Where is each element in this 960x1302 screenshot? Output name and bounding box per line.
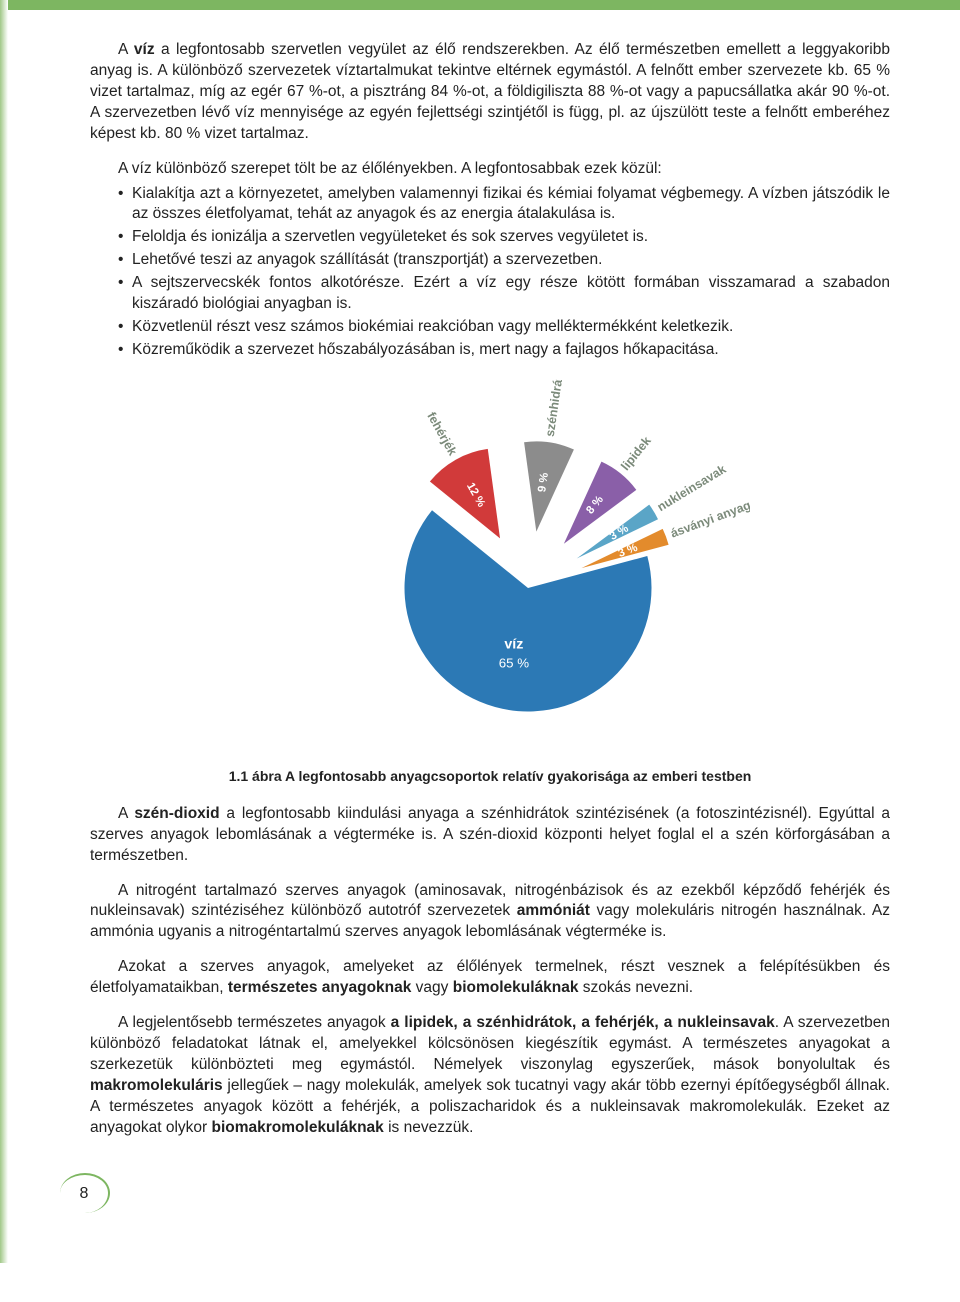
slice-pct: 65 %: [499, 656, 529, 671]
paragraph-5: Azokat a szerves anyagok, amelyeket az é…: [90, 957, 890, 999]
composition-pie-chart: víz65 %12 %fehérjék9 %szénhidrátok8 %lip…: [230, 379, 750, 759]
role-item: A sejtszervecskék fontos alkotórésze. Ez…: [118, 273, 890, 315]
slice-label: nukleinsavak: [655, 462, 729, 514]
page-top-border: [0, 0, 960, 10]
roles-list: Kialakítja azt a környezetet, amelyben v…: [90, 184, 890, 361]
slice-label: fehérjék: [424, 410, 460, 458]
chart-caption: 1.1 ábra A legfontosabb anyagcsoportok r…: [90, 767, 890, 786]
role-item: Feloldja és ionizálja a szervetlen vegyü…: [118, 227, 890, 248]
page-number: 8: [80, 1183, 89, 1205]
slice-label: lipidek: [618, 434, 654, 473]
paragraph-1: A víz a legfontosabb szervetlen vegyület…: [90, 40, 890, 145]
page-content: A víz a legfontosabb szervetlen vegyület…: [0, 0, 960, 1263]
role-item: Közvetlenül részt vesz számos biokémiai …: [118, 317, 890, 338]
paragraph-3: A szén-dioxid a legfontosabb kiindulási …: [90, 804, 890, 867]
role-item: Lehetővé teszi az anyagok szállítását (t…: [118, 250, 890, 271]
footer: 8: [90, 1169, 890, 1213]
slice-pct: 3 %: [617, 542, 640, 560]
paragraph-6: A legjelentősebb természetes anyagok a l…: [90, 1013, 890, 1139]
slice-label: víz: [504, 637, 523, 653]
paragraph-4: A nitrogént tartalmazó szerves anyagok (…: [90, 881, 890, 944]
role-item: Kialakítja azt a környezetet, amelyben v…: [118, 184, 890, 226]
page-left-border: [0, 0, 8, 1263]
slice-label: szénhidrátok: [543, 379, 568, 438]
page-number-badge: 8: [60, 1173, 110, 1213]
paragraph-2: A víz különböző szerepet tölt be az élől…: [90, 159, 890, 180]
role-item: Közreműködik a szervezet hőszabályozásáb…: [118, 340, 890, 361]
